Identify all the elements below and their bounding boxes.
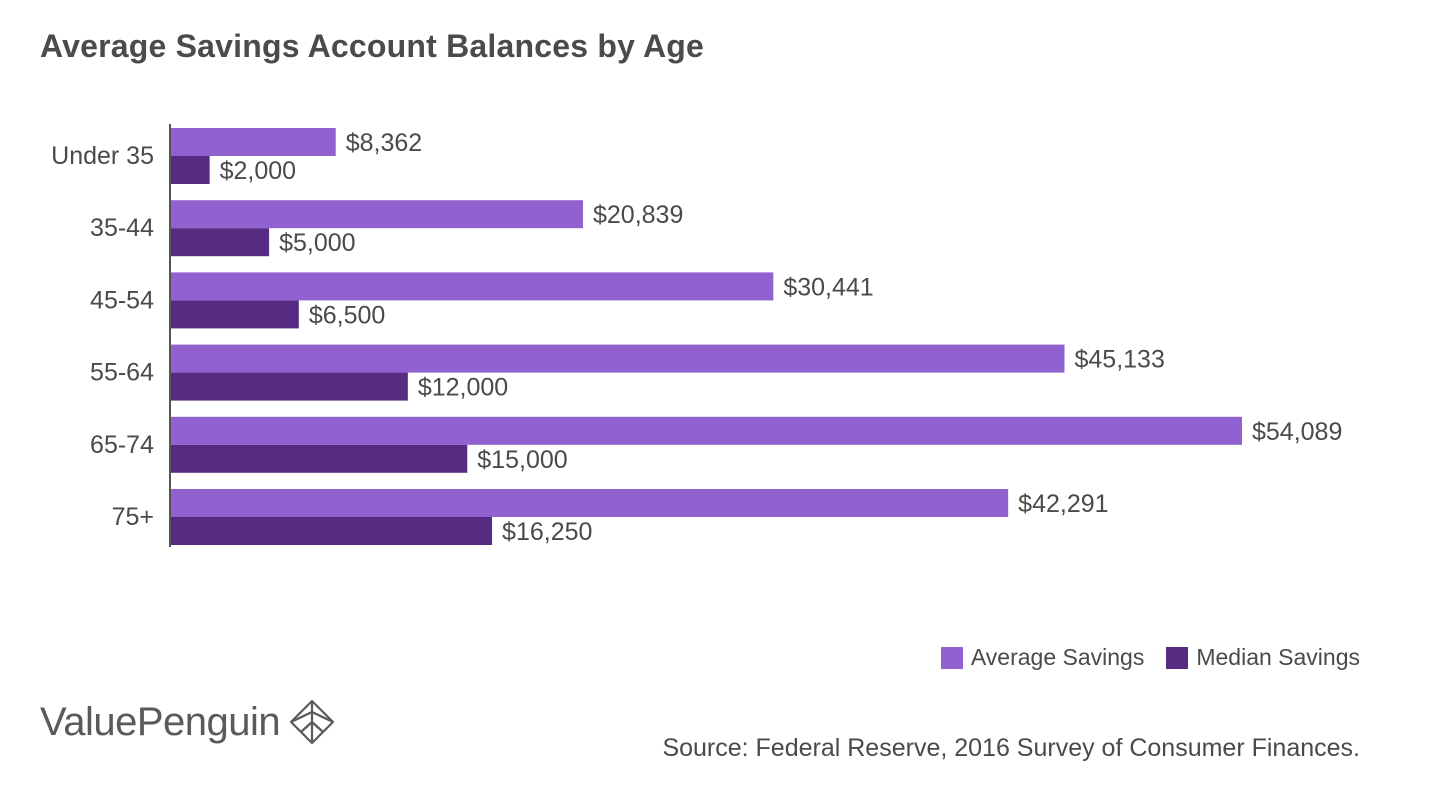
brand-logo: ValuePenguin [40,698,336,746]
bar-average-savings [170,200,584,229]
legend-item-average: Average Savings [940,644,1145,671]
bar-average-savings [170,489,1009,517]
data-label: $16,250 [502,518,592,546]
legend-label-average: Average Savings [970,644,1145,670]
brand-name: ValuePenguin [40,699,281,744]
data-label: $54,089 [1252,418,1342,446]
source-note: Source: Federal Reserve, 2016 Survey of … [662,734,1360,762]
bar-median-savings [170,228,270,257]
data-label: $2,000 [220,157,296,185]
category-label: 75+ [112,503,154,531]
bar-median-savings [170,517,493,545]
bar-median-savings [170,372,408,401]
bar-average-savings [170,416,1242,445]
legend-label-median: Median Savings [1196,644,1360,670]
data-label: $42,291 [1018,490,1108,518]
bar-median-savings [170,444,468,473]
category-label: 65-74 [90,431,154,459]
bar-median-savings [170,300,299,329]
data-label: $8,362 [346,129,422,157]
data-label: $45,133 [1074,346,1164,374]
penguin-diamond-icon [290,699,335,745]
bar-average-savings [170,344,1065,373]
data-label: $6,500 [309,301,385,329]
data-label: $12,000 [418,374,508,402]
data-label: $5,000 [279,229,355,257]
legend-swatch-median [1166,646,1189,669]
bar-average-savings [170,128,336,156]
chart-title: Average Savings Account Balances by Age [40,28,705,64]
legend-item-median: Median Savings [1166,644,1360,671]
data-label: $20,839 [593,201,683,229]
data-label: $30,441 [783,273,873,301]
category-label: Under 35 [51,142,154,170]
bar-average-savings [170,272,774,301]
category-label: 35-44 [90,214,154,242]
category-label: 55-64 [90,359,154,387]
category-label: 45-54 [90,286,154,314]
legend-swatch-average [940,646,963,669]
bar-median-savings [170,156,210,184]
legend: Average Savings Median Savings [940,644,1360,671]
data-label: $15,000 [477,446,567,474]
